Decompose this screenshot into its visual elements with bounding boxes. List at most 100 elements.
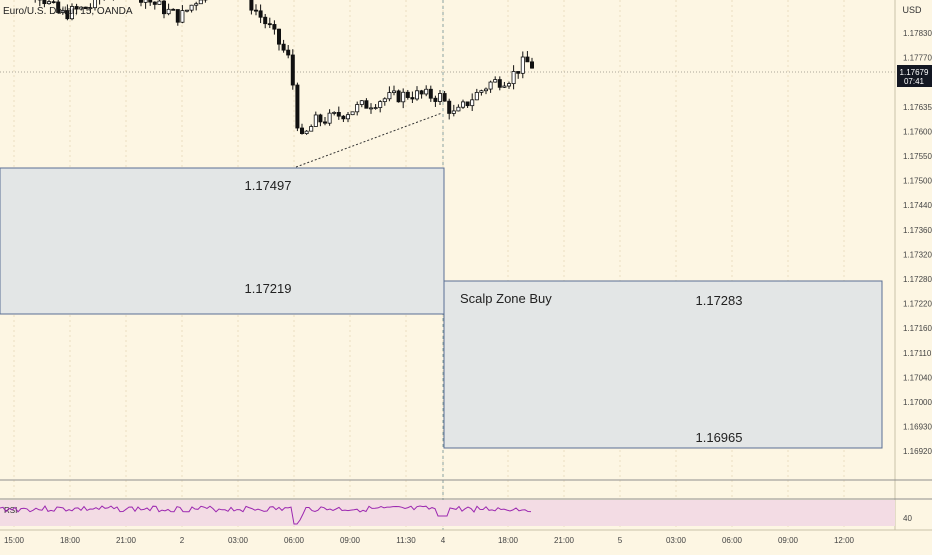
candle-body	[318, 114, 323, 123]
candle-body	[332, 112, 337, 114]
candle-body	[502, 85, 507, 88]
candle-body	[180, 10, 185, 23]
candle-body	[424, 88, 429, 95]
candle-body	[378, 101, 383, 108]
candle-body	[42, 0, 47, 5]
price-tick-label: 1.17160	[903, 324, 932, 333]
candle-body	[345, 114, 350, 120]
candle-body	[93, 0, 98, 9]
time-tick-label: 03:00	[666, 536, 687, 545]
candle-body	[437, 93, 442, 102]
candle-body	[336, 112, 341, 117]
candle-body	[56, 1, 61, 13]
rsi-level-label: 40	[903, 514, 912, 523]
price-tick-label: 1.17635	[903, 103, 932, 112]
candle-body	[88, 7, 93, 10]
last-price-countdown: 07:41	[904, 77, 925, 86]
zone-bottom-label: 1.17219	[245, 281, 292, 296]
candle-body	[373, 107, 378, 109]
candle-body	[171, 8, 176, 11]
time-tick-label: 03:00	[228, 536, 249, 545]
candle-body	[313, 114, 318, 127]
candle-body	[65, 10, 70, 20]
candle-body	[253, 9, 258, 12]
candle-body	[497, 79, 502, 88]
trendline[interactable]	[295, 112, 443, 168]
candle-body	[304, 130, 309, 134]
candle-body	[51, 1, 56, 4]
price-tick-label: 1.17040	[903, 373, 932, 382]
price-tick-label: 1.16920	[903, 447, 932, 456]
price-tick-label: 1.17770	[903, 54, 932, 63]
candle-body	[368, 107, 373, 110]
candle-body	[364, 100, 369, 109]
candle-body	[516, 71, 521, 74]
candle-body	[194, 3, 199, 6]
candle-body	[391, 90, 396, 93]
last-price-badge	[897, 65, 932, 87]
candle-body	[479, 90, 484, 93]
candle-body	[83, 6, 88, 10]
time-tick-label: 2	[180, 536, 185, 545]
price-tick-label: 1.16930	[903, 423, 932, 432]
candle-body	[47, 1, 52, 5]
symbol-title: Euro/U.S. Dollar, 15, OANDA	[3, 6, 133, 17]
candle-body	[451, 110, 456, 114]
zone-rectangle[interactable]	[0, 167, 445, 315]
candle-body	[70, 6, 75, 20]
candle-body	[309, 126, 314, 132]
price-tick-label: 1.17440	[903, 201, 932, 210]
candle-body	[387, 92, 392, 100]
time-tick-label: 06:00	[284, 536, 305, 545]
time-tick-label: 18:00	[498, 536, 519, 545]
zone-top-label: 1.17497	[245, 178, 292, 193]
candle-body	[350, 111, 355, 116]
candle-body	[456, 106, 461, 112]
price-tick-label: 1.17110	[903, 349, 932, 358]
time-tick-label: 5	[618, 536, 623, 545]
candle-body	[143, 0, 148, 3]
time-tick-label: 21:00	[116, 536, 137, 545]
price-tick-label: 1.17600	[903, 127, 932, 136]
price-tick-label: 1.17360	[903, 226, 932, 235]
currency-label: USD	[902, 5, 922, 15]
candle-body	[286, 49, 291, 56]
candle-body	[148, 0, 153, 3]
candle-body	[359, 100, 364, 105]
candle-body	[488, 81, 493, 90]
candle-body	[263, 16, 268, 25]
candle-body	[272, 24, 277, 30]
time-tick-label: 06:00	[722, 536, 743, 545]
candle-body	[530, 61, 535, 69]
candle-body	[506, 83, 511, 87]
candle-body	[249, 0, 254, 11]
candle-body	[157, 0, 162, 5]
candle-body	[166, 8, 171, 15]
time-tick-label: 18:00	[60, 536, 81, 545]
candle-body	[281, 43, 286, 51]
candle-body	[525, 56, 530, 63]
time-tick-label: 09:00	[778, 536, 799, 545]
price-tick-label: 1.17500	[903, 177, 932, 186]
zone-title: Scalp Zone Buy	[460, 291, 552, 306]
price-tick-label: 1.17280	[903, 275, 932, 284]
rsi-label: RSI	[4, 506, 17, 515]
candle-body	[189, 4, 194, 11]
zone-rectangle[interactable]	[443, 280, 883, 449]
rsi-line	[0, 505, 532, 525]
rsi-band	[0, 500, 895, 526]
candle-body	[382, 98, 387, 103]
time-tick-label: 09:00	[340, 536, 361, 545]
candle-body	[470, 99, 475, 107]
candle-body	[442, 93, 447, 102]
candle-body	[428, 88, 433, 99]
candle-body	[299, 127, 304, 134]
price-axis-background	[895, 0, 932, 530]
candle-body	[152, 1, 157, 5]
candle-body	[396, 90, 401, 103]
last-price-value: 1.17679	[900, 68, 929, 77]
time-tick-label: 11:30	[396, 536, 416, 545]
candle-body	[290, 54, 295, 86]
